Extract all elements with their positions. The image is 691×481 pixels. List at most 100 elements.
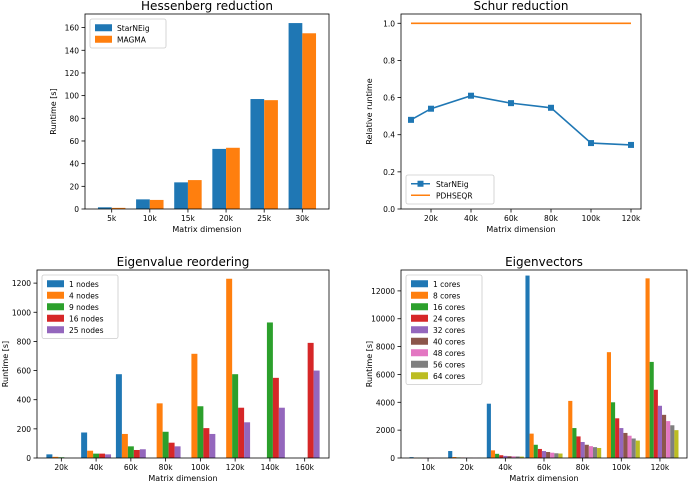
bar <box>592 447 598 458</box>
bar <box>226 278 233 458</box>
data-point <box>628 141 634 148</box>
y-tick-label: 0 <box>74 205 79 214</box>
bar <box>503 455 508 458</box>
y-tick-label: 0.4 <box>383 131 395 140</box>
bar <box>580 441 585 458</box>
bar <box>272 377 279 458</box>
axes-frame <box>36 269 330 459</box>
legend-label: StarNEig <box>117 24 150 33</box>
legend-swatch <box>47 303 64 311</box>
y-tick-label: 0 <box>26 454 31 463</box>
bar <box>232 374 239 458</box>
bar <box>111 207 126 209</box>
bar <box>666 421 671 458</box>
legend-label: 16 nodes <box>69 314 104 323</box>
bar <box>156 403 163 458</box>
x-tick-label: 120k <box>651 463 670 472</box>
chart-title: Eigenvectors <box>505 255 583 269</box>
x-tick-label: 60k <box>124 463 139 472</box>
legend-marker <box>417 180 424 187</box>
legend-label: 16 cores <box>433 303 465 312</box>
x-tick-label: 40k <box>498 463 513 472</box>
legend-label: 8 cores <box>433 291 460 300</box>
y-tick-label: 0.0 <box>383 205 395 214</box>
bar <box>550 452 555 458</box>
bar <box>572 428 577 458</box>
x-axis-label: Matrix dimension <box>172 225 241 234</box>
bar <box>657 405 663 458</box>
legend-label: StarNEig <box>436 180 469 189</box>
y-tick-label: 80 <box>69 114 79 123</box>
series-line <box>410 94 632 146</box>
legend-label: 1 cores <box>433 280 460 289</box>
bar <box>619 428 624 458</box>
legend-swatch <box>411 349 428 357</box>
y-tick-label: 1.0 <box>383 19 395 28</box>
bar <box>499 455 504 458</box>
bar <box>187 180 202 209</box>
bar <box>615 418 620 458</box>
bar <box>99 453 106 458</box>
x-tick-label: 30k <box>295 214 310 223</box>
x-tick-label: 60k <box>537 463 552 472</box>
bar <box>597 447 602 458</box>
bar <box>568 400 573 458</box>
bar <box>490 450 496 458</box>
bar <box>133 449 140 458</box>
legend-swatch <box>47 280 64 288</box>
bar <box>212 148 227 209</box>
y-axis-label: Relative runtime <box>365 78 374 144</box>
bar <box>288 23 303 210</box>
chart-eigenvectors: Eigenvectors 0 2000 4000 6000 8000 10000 12000 M… <box>365 255 688 481</box>
x-tick-label: 5k <box>107 214 117 223</box>
chart-reordering: Eigenvalue reordering 0 200 400 600 800 1000 12… <box>1 255 330 481</box>
legend-swatch <box>411 360 428 368</box>
bar <box>519 456 524 458</box>
bar <box>649 361 654 458</box>
y-tick-label: 2000 <box>376 426 395 435</box>
legend-label: 48 cores <box>433 349 465 358</box>
y-tick-label: 4000 <box>376 398 395 407</box>
bar <box>168 442 175 458</box>
bar <box>149 199 164 209</box>
bar <box>313 370 320 458</box>
x-tick-label: 160k <box>295 463 314 472</box>
bar <box>623 432 628 458</box>
legend-swatch <box>95 24 112 32</box>
bar <box>653 389 658 458</box>
data-point <box>428 105 434 112</box>
bar <box>515 456 520 458</box>
x-tick-label: 10k <box>143 214 158 223</box>
y-axis-label: Runtime [s] <box>1 341 10 387</box>
x-tick-label: 140k <box>261 463 280 472</box>
bar <box>302 33 317 209</box>
bar <box>226 147 240 209</box>
bar <box>674 430 679 458</box>
legend-label: 9 nodes <box>69 303 99 312</box>
y-tick-label: 0.2 <box>383 168 395 177</box>
legend-label: 56 cores <box>433 360 465 369</box>
legend-box <box>41 274 119 339</box>
bar <box>162 431 169 458</box>
y-tick-label: 200 <box>17 425 32 434</box>
legend-swatch <box>411 314 428 322</box>
x-tick-label: 40k <box>464 214 479 223</box>
legend-swatch <box>47 326 64 334</box>
bar <box>244 422 251 458</box>
y-tick-label: 40 <box>69 160 79 169</box>
x-tick-label: 20k <box>54 463 69 472</box>
legend-swatch <box>411 291 428 299</box>
legend-label: PDHSEQR <box>436 191 473 200</box>
bar <box>529 433 534 458</box>
bar <box>139 449 146 458</box>
bar <box>507 456 512 458</box>
bar <box>174 446 181 458</box>
x-tick-label: 20k <box>424 214 439 223</box>
bar <box>307 342 314 458</box>
legend: 1 cores 8 cores 16 cores 24 cores 32 cores 40… <box>405 274 483 385</box>
chart-hessenberg: Hessenberg reduction 0 20 40 60 80 100 120 140 16… <box>49 0 330 234</box>
bar <box>533 444 538 458</box>
x-tick-label: 40k <box>89 463 104 472</box>
bar <box>52 456 59 458</box>
bar <box>250 99 265 209</box>
